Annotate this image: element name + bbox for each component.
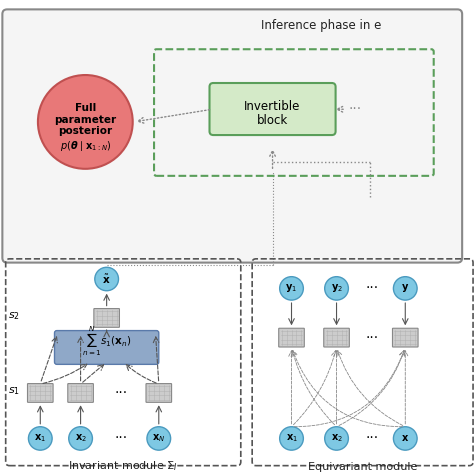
Text: parameter: parameter bbox=[54, 115, 117, 125]
Text: $\tilde{\mathbf{x}}$: $\tilde{\mathbf{x}}$ bbox=[102, 273, 111, 285]
Circle shape bbox=[69, 427, 92, 450]
Circle shape bbox=[28, 427, 52, 450]
Text: $\mathbf{y}_2$: $\mathbf{y}_2$ bbox=[330, 283, 343, 294]
Circle shape bbox=[147, 427, 171, 450]
Text: ···: ··· bbox=[365, 431, 379, 446]
Text: ···: ··· bbox=[365, 282, 379, 295]
Text: $\mathbf{x}_2$: $\mathbf{x}_2$ bbox=[74, 433, 87, 444]
Text: posterior: posterior bbox=[58, 126, 112, 137]
Text: $\mathbf{x}_2$: $\mathbf{x}_2$ bbox=[330, 433, 343, 444]
FancyBboxPatch shape bbox=[210, 83, 336, 135]
Text: ···: ··· bbox=[365, 331, 379, 345]
Circle shape bbox=[280, 277, 303, 300]
Text: Invariant module $\Sigma_I$: Invariant module $\Sigma_I$ bbox=[68, 460, 178, 474]
Text: Equivariant module: Equivariant module bbox=[308, 462, 417, 472]
Circle shape bbox=[38, 75, 133, 169]
Text: Invertible: Invertible bbox=[245, 100, 301, 113]
Text: ···: ··· bbox=[349, 102, 362, 116]
Circle shape bbox=[95, 267, 118, 291]
Circle shape bbox=[393, 277, 417, 300]
Circle shape bbox=[280, 427, 303, 450]
Text: $s_2$: $s_2$ bbox=[8, 310, 20, 322]
Circle shape bbox=[325, 277, 348, 300]
Text: $\sum_{n=1}^{N} s_1(\mathbf{x}_n)$: $\sum_{n=1}^{N} s_1(\mathbf{x}_n)$ bbox=[82, 325, 131, 358]
FancyBboxPatch shape bbox=[94, 309, 119, 328]
Text: $\mathbf{x}_1$: $\mathbf{x}_1$ bbox=[34, 433, 46, 444]
FancyBboxPatch shape bbox=[324, 328, 349, 347]
FancyBboxPatch shape bbox=[279, 328, 304, 347]
Text: $\mathbf{y}$: $\mathbf{y}$ bbox=[401, 283, 410, 294]
Text: $\mathbf{x}$: $\mathbf{x}$ bbox=[401, 433, 410, 444]
Text: $\mathbf{x}_N$: $\mathbf{x}_N$ bbox=[152, 433, 165, 444]
FancyBboxPatch shape bbox=[68, 383, 93, 402]
Text: Inference phase in e: Inference phase in e bbox=[261, 19, 381, 32]
FancyBboxPatch shape bbox=[146, 383, 172, 402]
Circle shape bbox=[325, 427, 348, 450]
Text: ···: ··· bbox=[114, 431, 128, 446]
Text: Full: Full bbox=[75, 103, 96, 113]
Text: $p(\boldsymbol{\theta}\mid\mathbf{x}_{1:N})$: $p(\boldsymbol{\theta}\mid\mathbf{x}_{1:… bbox=[60, 139, 111, 153]
FancyBboxPatch shape bbox=[392, 328, 418, 347]
FancyBboxPatch shape bbox=[27, 383, 53, 402]
Text: $\mathbf{x}_1$: $\mathbf{x}_1$ bbox=[285, 433, 298, 444]
Text: ···: ··· bbox=[114, 386, 128, 400]
FancyBboxPatch shape bbox=[2, 9, 462, 263]
Circle shape bbox=[393, 427, 417, 450]
Text: block: block bbox=[257, 115, 288, 128]
Text: $\mathbf{y}_1$: $\mathbf{y}_1$ bbox=[285, 283, 298, 294]
Text: $s_1$: $s_1$ bbox=[8, 386, 20, 398]
FancyBboxPatch shape bbox=[55, 330, 159, 365]
